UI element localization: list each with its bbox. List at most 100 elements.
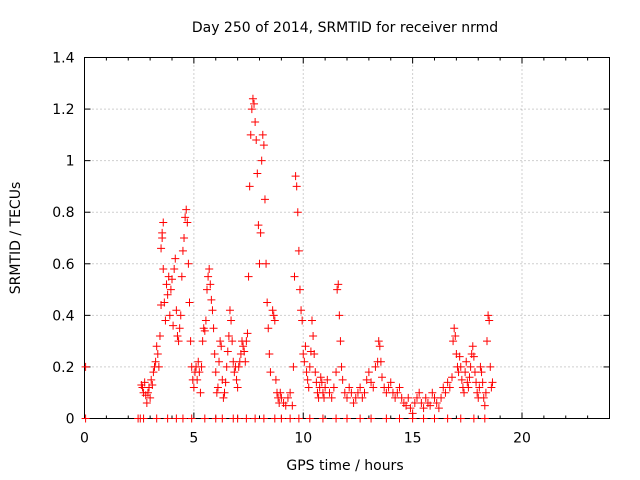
data-point [483, 337, 491, 346]
data-point [242, 414, 251, 423]
data-point [161, 316, 170, 325]
data-point [234, 362, 243, 371]
data-point [293, 208, 302, 217]
data-point [451, 331, 460, 340]
data-point [218, 414, 227, 423]
data-point [443, 378, 452, 387]
data-point [142, 399, 151, 408]
data-point [254, 221, 263, 230]
data-point [211, 368, 220, 377]
data-point [266, 368, 275, 377]
data-point [289, 362, 298, 371]
data-point [327, 393, 336, 402]
data-point [333, 285, 342, 294]
data-point [223, 347, 232, 356]
data-point [332, 368, 341, 377]
data-point [473, 388, 482, 397]
data-point [230, 368, 239, 377]
data-point [295, 285, 304, 294]
data-point [194, 357, 203, 366]
data-point [259, 141, 268, 150]
data-point [268, 306, 277, 315]
data-point [195, 368, 204, 377]
data-point [382, 414, 391, 423]
data-point [305, 414, 314, 423]
data-point [183, 218, 192, 227]
data-point [478, 378, 487, 387]
data-point [463, 378, 472, 387]
data-point [265, 350, 274, 359]
y-tick-label: 0 [66, 412, 75, 428]
data-point [360, 388, 369, 397]
data-point [286, 414, 295, 423]
data-point [386, 378, 395, 387]
data-point [247, 105, 256, 114]
data-point [286, 388, 295, 397]
data-point [264, 324, 273, 333]
data-point [415, 388, 424, 397]
data-point [443, 414, 452, 423]
data-point [343, 414, 351, 423]
data-point [305, 362, 314, 371]
data-point [157, 244, 166, 253]
data-point [325, 388, 334, 397]
data-point [402, 401, 411, 410]
data-point [437, 393, 446, 402]
data-point [172, 306, 181, 315]
data-point [419, 404, 428, 413]
data-point [162, 280, 171, 289]
data-point [485, 316, 494, 325]
data-point [413, 393, 421, 402]
data-point [292, 182, 301, 191]
data-point [221, 378, 230, 387]
data-point [481, 388, 490, 397]
data-point [356, 383, 365, 392]
data-point [276, 388, 285, 397]
data-point [393, 388, 402, 397]
data-point [364, 368, 373, 377]
data-point [81, 414, 90, 423]
data-point [175, 324, 184, 333]
data-point [200, 414, 209, 423]
data-point [245, 182, 254, 191]
y-tick-label: 0.6 [52, 257, 74, 273]
grid-lines [84, 57, 610, 419]
data-point [406, 404, 415, 413]
data-point [220, 388, 229, 397]
data-point [374, 337, 383, 346]
data-point [139, 414, 148, 423]
data-point [309, 331, 318, 340]
data-point [376, 357, 385, 366]
data-point [349, 399, 358, 408]
data-point [140, 378, 149, 387]
data-point [484, 311, 493, 320]
data-point [320, 393, 329, 402]
y-tick-label: 0.8 [52, 205, 74, 221]
data-point [277, 414, 286, 423]
data-point [227, 316, 236, 325]
data-point [487, 383, 496, 392]
x-tick-label: 0 [80, 431, 89, 447]
data-point [294, 414, 303, 423]
data-point [434, 404, 443, 413]
data-point [308, 316, 316, 325]
data-point [369, 383, 378, 392]
data-point [152, 414, 161, 423]
data-point [208, 306, 217, 315]
data-point [243, 329, 252, 338]
data-point [189, 383, 198, 392]
data-point [465, 373, 474, 382]
data-point [329, 383, 338, 392]
data-point [246, 130, 255, 139]
data-point [143, 388, 152, 397]
data-point [455, 352, 464, 361]
data-point [253, 169, 262, 178]
data-point [176, 311, 185, 320]
x-tick-label: 15 [404, 431, 422, 447]
data-point [271, 375, 280, 384]
data-point [256, 228, 265, 237]
y-axis-label: SRMTID / TECUs [8, 182, 24, 295]
data-point [148, 380, 157, 389]
data-point [404, 393, 413, 402]
